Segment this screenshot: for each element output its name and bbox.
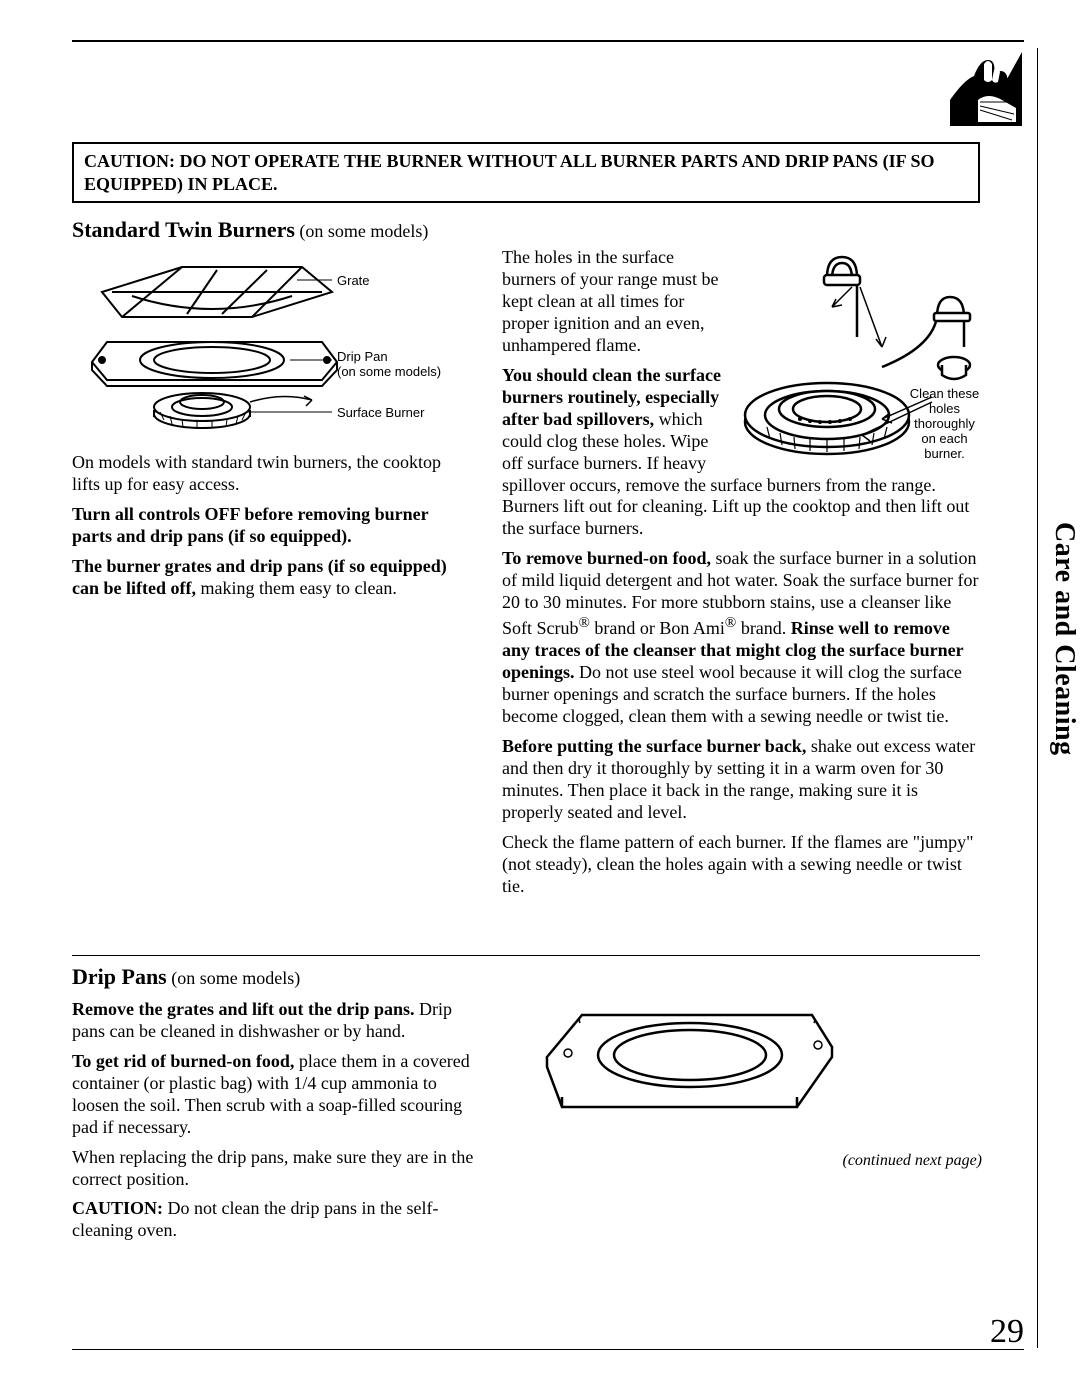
label-clean-holes: Clean these holes thoroughly on each bur…	[907, 387, 982, 462]
continued-note: (continued next page)	[522, 1152, 982, 1170]
caution-box: CAUTION: DO NOT OPERATE THE BURNER WITHO…	[72, 142, 980, 203]
document-page: CAUTION: DO NOT OPERATE THE BURNER WITHO…	[72, 40, 1024, 1350]
r-p2-rest-b: spillover occurs, remove the surface bur…	[502, 475, 982, 541]
section-title-drip: Drip Pans (on some models)	[72, 964, 474, 991]
r-p3-tb: brand or Bon Ami	[590, 618, 725, 638]
caution-text: CAUTION: DO NOT OPERATE THE BURNER WITHO…	[84, 151, 935, 194]
right-para-1: The holes in the surface burners of your…	[502, 247, 724, 357]
exploded-burner-diagram: Grate Drip Pan (on some models) Surface …	[72, 252, 462, 442]
d-p1-b: Remove the grates and lift out the drip …	[72, 999, 415, 1019]
section-drip-pans-right: (continued next page)	[522, 997, 982, 1170]
label-drip-pan: Drip Pan (on some models)	[337, 350, 441, 380]
label-grate: Grate	[337, 274, 370, 289]
cleaning-hand-icon	[944, 50, 1024, 128]
section-drip-pans-left: Drip Pans (on some models) Remove the gr…	[72, 964, 474, 1250]
left-p2-bold: Turn all controls OFF before removing bu…	[72, 504, 428, 546]
left-p3-rest: making them easy to clean.	[196, 578, 397, 598]
left-para-2: Turn all controls OFF before removing bu…	[72, 504, 472, 548]
drip-p4: CAUTION: Do not clean the drip pans in t…	[72, 1198, 474, 1242]
section-twin-burners-left: Standard Twin Burners (on some models)	[72, 217, 472, 608]
vertical-rule	[1037, 48, 1039, 1348]
drip-title: Drip Pans	[72, 964, 167, 989]
title-text: Standard Twin Burners	[72, 217, 295, 242]
r-p3-ba: To remove burned-on food,	[502, 548, 711, 568]
drip-p2: To get rid of burned-on food, place them…	[72, 1051, 474, 1139]
sidebar-section-label: Care and Cleaning	[1048, 522, 1080, 756]
right-para-4: Before putting the surface burner back, …	[502, 736, 982, 824]
title-sub: (on some models)	[295, 221, 428, 241]
drip-p1: Remove the grates and lift out the drip …	[72, 999, 474, 1043]
burner-holes-diagram: Clean these holes thoroughly on each bur…	[732, 247, 982, 477]
label-drip-pan-1: Drip Pan	[337, 349, 388, 364]
right-para-3: To remove burned-on food, soak the surfa…	[502, 548, 982, 728]
label-drip-pan-2: (on some models)	[337, 364, 441, 379]
r-p3-r1: ®	[579, 615, 590, 631]
section-divider	[72, 955, 980, 956]
left-para-3: The burner grates and drip pans (if so e…	[72, 556, 472, 600]
left-para-1: On models with standard twin burners, th…	[72, 452, 472, 496]
r-p4-b: Before putting the surface burner back,	[502, 736, 806, 756]
drip-p3: When replacing the drip pans, make sure …	[72, 1147, 474, 1191]
right-para-5: Check the flame pattern of each burner. …	[502, 832, 982, 898]
section-twin-burners-right: Clean these holes thoroughly on each bur…	[502, 247, 982, 906]
section-title-twin: Standard Twin Burners (on some models)	[72, 217, 472, 244]
label-surface-burner: Surface Burner	[337, 406, 424, 421]
r-p3-tc: brand.	[736, 618, 790, 638]
drip-title-sub: (on some models)	[167, 968, 300, 988]
page-number: 29	[990, 1313, 1024, 1351]
d-p2-b: To get rid of burned-on food,	[72, 1051, 294, 1071]
d-p4-b: CAUTION:	[72, 1198, 163, 1218]
drip-pan-diagram	[522, 997, 842, 1127]
r-p3-r2: ®	[725, 615, 736, 631]
